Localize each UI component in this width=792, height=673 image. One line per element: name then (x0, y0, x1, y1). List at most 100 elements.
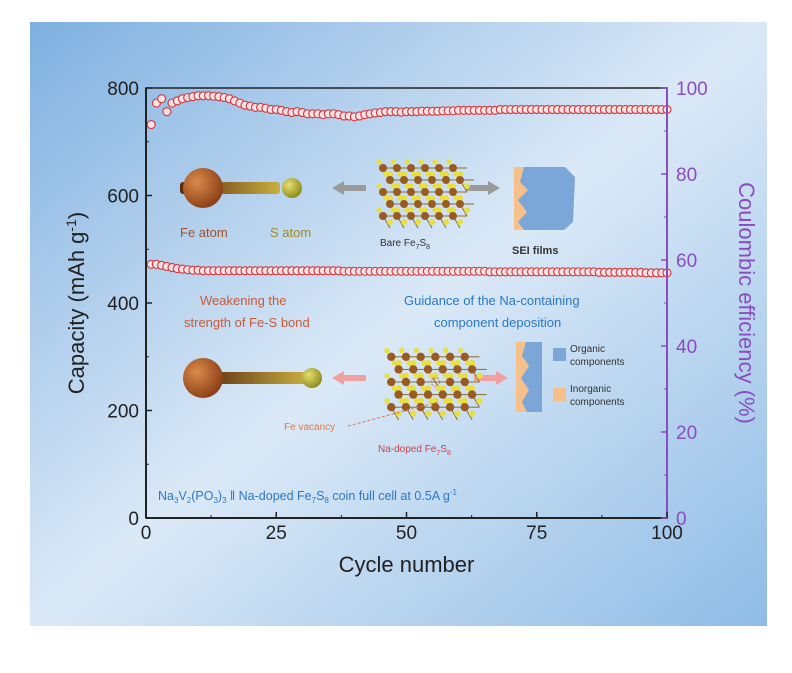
crystal-fe-atom (467, 390, 477, 399)
crystal-s-atom (450, 207, 456, 213)
x-tick-label: 50 (396, 523, 417, 544)
crystal-s-atom (429, 171, 435, 177)
crystal-fe-atom (445, 403, 455, 412)
crystal-fe-atom (400, 176, 408, 184)
crystal-fe-atom (394, 365, 403, 374)
crystal-s-atom (464, 207, 470, 213)
crystal-fe-atom (421, 188, 429, 196)
crystal-s-atom (424, 410, 432, 417)
crystal-fe-atom (467, 365, 477, 374)
crystal-s-atom (468, 410, 476, 417)
crystal-fe-atom (460, 403, 469, 412)
crystal-fe-atom (386, 176, 394, 184)
crystal-s-atom (384, 372, 390, 379)
crystal-fe-atom (379, 212, 387, 220)
y-left-tick-label: 0 (128, 509, 139, 530)
crystal-s-atom (404, 183, 410, 189)
crystal-s-atom (424, 385, 432, 392)
y-right-tick-label: 80 (676, 165, 697, 186)
crystal-s-atom (446, 207, 452, 213)
crystal-s-atom (417, 372, 424, 379)
crystal-s-atom (391, 360, 398, 366)
crystal-s-atom (406, 385, 412, 392)
crystal-s-atom (401, 219, 407, 225)
crystal-fe-atom (387, 377, 396, 387)
y-right-tick-label: 100 (676, 79, 708, 100)
crystal-s-atom (465, 385, 471, 392)
crystal-s-atom (432, 183, 438, 189)
efficiency-point (162, 107, 172, 117)
crystal-s-atom (425, 171, 431, 177)
crystal-s-atom (429, 219, 435, 225)
crystal-s-atom (401, 195, 407, 201)
crystal-s-atom (399, 372, 405, 379)
crystal-s-atom (410, 385, 417, 392)
crystal-fe-atom (409, 390, 418, 399)
crystal-s-atom (435, 385, 442, 392)
crystal-fe-atom (379, 164, 387, 172)
y-left-tick-label: 400 (107, 294, 139, 315)
crystal-fe-atom (393, 164, 401, 172)
crystal-s-atom (454, 410, 461, 417)
crystal-s-atom (399, 347, 405, 354)
sei-film-top (514, 167, 575, 230)
crystal-fe-atom (423, 365, 433, 374)
left-arrow-top (332, 181, 366, 195)
crystal-fe-atom (438, 365, 447, 374)
crystal-s-atom (443, 372, 449, 379)
guidance-line1: Guidance of the Na-containing (404, 293, 580, 308)
crystal-s-atom (418, 159, 424, 165)
y-left-tick-label: 600 (107, 187, 139, 208)
crystal-s-atom (421, 360, 427, 366)
x-axis-label: Cycle number (339, 552, 475, 577)
organic-line2: components (570, 357, 624, 368)
y-right-tick-label: 20 (676, 423, 697, 444)
y-right-tick-label: 0 (676, 509, 687, 530)
sei-films-label: SEI films (512, 245, 558, 257)
left-arrow-bottom (332, 371, 366, 385)
crystal-fe-atom (423, 390, 433, 399)
fe-atom-top-label: Fe atom (180, 225, 228, 240)
crystal-fe-atom (407, 212, 415, 220)
crystal-fe-atom (394, 390, 403, 399)
weakening-line2: strength of Fe-S bond (184, 315, 310, 330)
organic-line1: Organic (570, 344, 605, 355)
crystal-s-atom (394, 183, 400, 189)
crystal-fe-atom (460, 352, 469, 361)
crystal-s-atom (402, 397, 410, 405)
crystal-s-atom (413, 347, 420, 354)
crystal-s-atom (461, 397, 468, 405)
crystal-s-atom (424, 359, 432, 367)
data-markers (146, 91, 672, 278)
crystal-s-atom (418, 207, 424, 213)
crystal-s-atom (390, 159, 396, 165)
crystal-s-atom (401, 171, 407, 177)
crystal-fe-atom (379, 188, 387, 196)
crystal-s-atom (429, 195, 435, 201)
crystal-s-atom (425, 195, 431, 201)
crystal-fe-atom (421, 164, 429, 172)
fe-atom-bottom (183, 358, 223, 398)
na-doped-fe7s8-crystal (384, 347, 487, 421)
crystal-fe-atom (393, 188, 401, 196)
crystal-fe-atom (445, 377, 455, 387)
crystal-s-atom (443, 195, 449, 201)
crystal-s-atom (415, 195, 421, 201)
crystal-s-atom (404, 159, 410, 165)
guidance-line2: component deposition (434, 315, 561, 330)
crystal-s-atom (422, 207, 428, 213)
crystal-s-atom (443, 347, 449, 354)
crystal-s-atom (446, 372, 454, 379)
crystal-fe-atom (435, 164, 443, 172)
crystal-s-atom (395, 410, 402, 417)
crystal-fe-atom (438, 390, 447, 399)
sei-film-bottom-inorganic (516, 342, 529, 412)
inset-illustration: Fe atom S atom Bare Fe7S8 SEI films Weak… (158, 159, 624, 505)
crystal-fe-atom (453, 390, 462, 399)
crystal-fe-atom (445, 352, 455, 361)
crystal-s-atom (402, 372, 410, 379)
crystal-s-atom (390, 207, 396, 213)
crystal-s-atom (399, 398, 405, 404)
crystal-s-atom (418, 183, 424, 189)
crystal-fe-atom (416, 377, 425, 387)
